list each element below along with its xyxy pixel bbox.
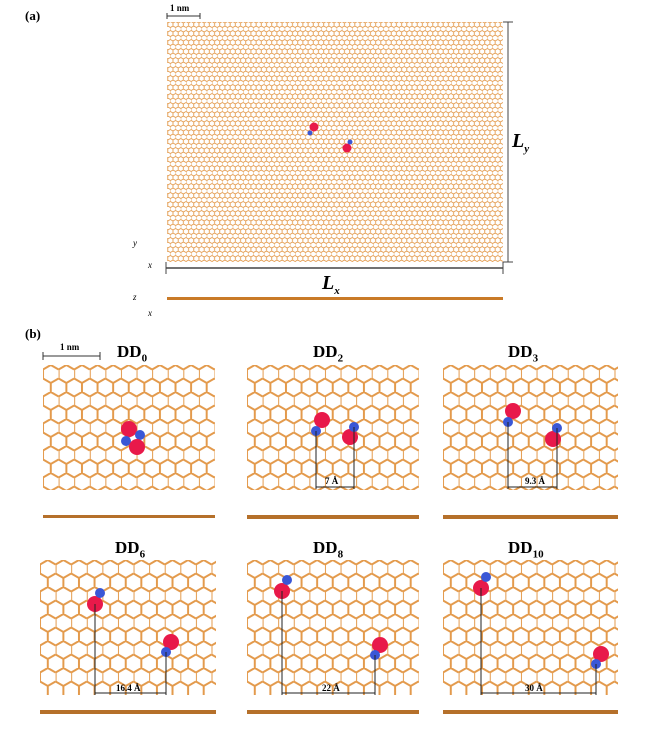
defect-atom-blue (307, 130, 313, 136)
dd2-structure (247, 365, 419, 519)
dd3-structure (443, 365, 618, 519)
dd8-structure (247, 560, 419, 714)
dd0-structure (43, 365, 215, 518)
defect-atom-red (342, 143, 352, 153)
ly-label: Ly (512, 130, 530, 155)
distance-label: 16.4 Å (116, 683, 141, 693)
panel-b-label: (b) (25, 326, 41, 341)
distance-label: 22 Å (322, 683, 340, 693)
dd10-structure (443, 560, 618, 714)
distance-label: 9.3 Å (525, 476, 545, 486)
panel-title-dd10: DD10 (508, 538, 544, 561)
axis-x-label: x (148, 308, 152, 318)
panel-title-dd8: DD8 (313, 538, 344, 561)
axis-y-label: y (133, 238, 137, 248)
axis-x-label: x (148, 260, 152, 270)
distance-label: 30 Å (525, 683, 543, 693)
panel-title-dd2: DD2 (313, 342, 344, 365)
scale-bar (42, 352, 101, 360)
panel-title-dd0: DD0 (117, 342, 148, 365)
panel-title-dd3: DD3 (508, 342, 539, 365)
scale-bar-label: 1 nm (60, 342, 80, 352)
graphene-sheet (167, 22, 503, 262)
side-view (167, 297, 503, 300)
axis-z-label: z (133, 292, 137, 302)
distance-label: 7 Å (325, 476, 339, 486)
lx-label: Lx (322, 272, 340, 297)
panel-a-label: (a) (25, 8, 41, 23)
defect-atom-blue (347, 139, 353, 145)
scale-bar-label: 1 nm (170, 3, 190, 13)
defect-atom-red (309, 122, 319, 132)
panel-a-lattice (165, 13, 513, 300)
dd6-structure (40, 560, 216, 714)
panel-title-dd6: DD6 (115, 538, 146, 561)
